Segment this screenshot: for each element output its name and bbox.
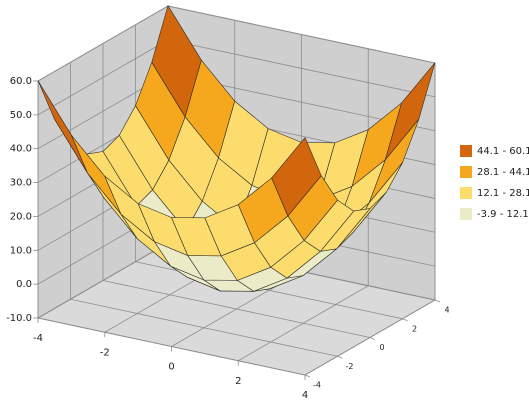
z-tick-label: 10.0 [10, 245, 32, 256]
tick-mark [304, 374, 311, 378]
y-tick-label: -4 [313, 381, 321, 390]
tick-mark [337, 355, 343, 359]
x-tick-label: -2 [100, 347, 110, 358]
tick-mark [402, 318, 408, 322]
y-tick-label: 2 [412, 324, 417, 333]
legend-label: -3.9 - 12.1 [477, 209, 529, 220]
x-tick-label: 0 [168, 362, 174, 373]
surface-cell [271, 137, 322, 217]
legend-label: 12.1 - 28.1 [477, 188, 529, 199]
y-tick-label: -2 [346, 362, 354, 371]
tick-mark [369, 337, 376, 340]
z-tick-label: 20.0 [10, 211, 32, 222]
x-tick-label: 2 [235, 376, 241, 387]
legend-swatch [460, 166, 472, 178]
grid-line [102, 280, 371, 338]
grid-line [37, 317, 306, 376]
legend-swatch [460, 145, 472, 157]
grid-line [70, 298, 338, 357]
z-tick-label: 40.0 [10, 144, 32, 155]
legend-label: 28.1 - 44.1 [477, 167, 529, 178]
z-tick-label: 60.0 [10, 76, 32, 87]
legend-swatch [460, 187, 472, 199]
z-tick-label: 0.0 [16, 279, 32, 290]
z-tick-label: -10.0 [6, 313, 32, 324]
legend-label: 44.1 - 60.1 [477, 146, 529, 157]
x-tick-label: -4 [33, 333, 43, 344]
legend-swatch [460, 208, 472, 220]
tick-mark [434, 299, 441, 303]
y-tick-label: 0 [379, 343, 384, 352]
z-tick-label: 50.0 [10, 110, 32, 121]
y-tick-label: 4 [444, 306, 449, 315]
x-tick-label: 4 [302, 390, 308, 400]
z-tick-label: 30.0 [10, 178, 32, 189]
